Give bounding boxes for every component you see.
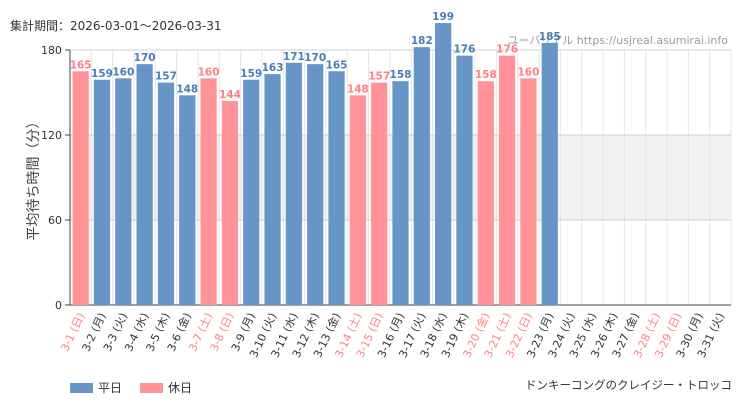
bar-value-label: 159: [240, 68, 262, 80]
bar-value-label: 182: [411, 35, 433, 47]
legend-holiday[interactable]: 休日: [140, 379, 192, 396]
bar-3-12: [307, 64, 324, 306]
bar-3-3: [115, 78, 132, 305]
bar-3-14: [349, 95, 366, 305]
bar-value-label: 158: [390, 69, 412, 81]
bar-3-22: [520, 78, 537, 305]
bar-value-label: 159: [91, 68, 113, 80]
bar-3-1: [72, 71, 89, 305]
bar-value-label: 170: [304, 52, 326, 64]
legend-holiday-swatch: [140, 382, 164, 393]
legend-weekday[interactable]: 平日: [70, 379, 122, 396]
y-axis-label: 平均待ち時間（分）: [26, 115, 42, 241]
bar-3-6: [179, 95, 196, 305]
bar-3-23: [541, 42, 558, 306]
bar-value-label: 148: [176, 83, 198, 95]
bar-value-label: 148: [347, 83, 369, 95]
bar-value-label: 160: [112, 66, 134, 78]
period-label: 集計期間：2026-03-01～2026-03-31: [10, 19, 222, 33]
bar-value-label: 157: [368, 71, 390, 83]
site-watermark: ユーバリアル https://usjreal.asumirai.info: [507, 34, 728, 47]
bar-3-20: [477, 81, 494, 306]
legend-holiday-label: 休日: [168, 381, 193, 395]
bar-3-10: [264, 74, 281, 305]
bar-value-label: 160: [517, 66, 539, 78]
bar-3-13: [328, 71, 345, 305]
bar-value-label: 199: [432, 11, 454, 23]
bar-value-label: 171: [283, 51, 305, 63]
legend-weekday-swatch: [70, 382, 93, 393]
attraction-name: ドンキーコングのクレイジー・トロッコ: [525, 378, 732, 392]
y-tick-label: 0: [55, 299, 62, 312]
bar-value-label: 165: [70, 59, 92, 71]
legend-weekday-label: 平日: [98, 381, 123, 395]
y-tick-label: 60: [48, 214, 62, 227]
bar-value-label: 185: [539, 31, 561, 43]
bar-3-11: [285, 62, 302, 305]
bar-value-label: 157: [155, 71, 177, 83]
bar-value-label: 160: [198, 66, 220, 78]
bar-3-16: [392, 81, 409, 306]
y-tick-label: 180: [41, 44, 62, 57]
bar-3-17: [413, 47, 430, 306]
bar-3-9: [243, 79, 260, 305]
bar-3-8: [221, 101, 239, 305]
bar-3-4: [136, 64, 153, 306]
bar-value-label: 170: [134, 52, 156, 64]
bar-3-7: [200, 78, 217, 305]
bar-value-label: 144: [219, 89, 241, 101]
bar-value-label: 165: [326, 59, 348, 71]
bar-3-21: [499, 55, 516, 305]
bar-3-18: [435, 23, 452, 305]
bar-value-label: 163: [262, 62, 284, 74]
bar-3-2: [93, 79, 111, 305]
chart-legend: 平日 休日: [70, 379, 192, 396]
bar-3-5: [157, 82, 175, 305]
bar-value-label: 176: [496, 44, 518, 56]
bar-3-19: [456, 55, 473, 305]
bar-3-15: [371, 82, 388, 305]
y-tick-label: 120: [41, 129, 62, 142]
bar-value-label: 176: [454, 44, 476, 56]
bar-value-label: 158: [475, 69, 497, 81]
